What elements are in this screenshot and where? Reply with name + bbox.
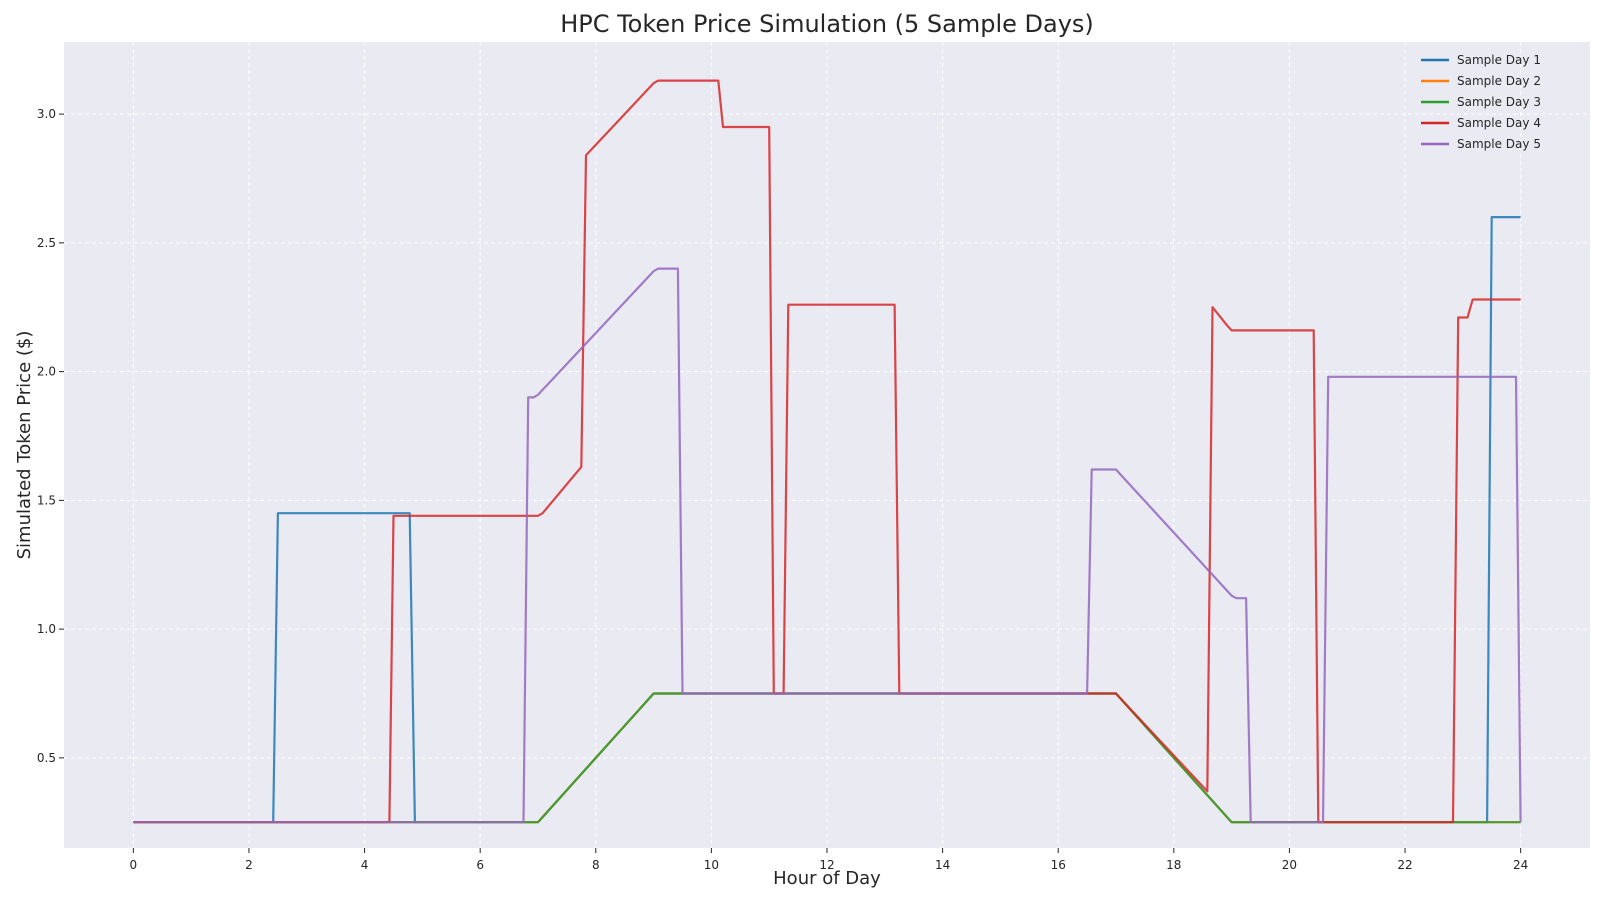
legend-label: Sample Day 4: [1457, 116, 1541, 130]
legend: Sample Day 1 Sample Day 2 Sample Day 3 Samp…: [1421, 53, 1541, 151]
x-tick-label: 24: [1513, 858, 1528, 872]
series-line-day-4: [133, 79, 1521, 824]
legend-label: Sample Day 5: [1457, 137, 1541, 151]
x-axis-ticks: 0 2 4 6 8 10 12 14 16 18 20 22 24: [130, 848, 1528, 872]
x-tick-label: 12: [819, 858, 834, 872]
series-line-day-5: [133, 267, 1522, 824]
y-tick-label: 3.0: [37, 107, 56, 121]
x-tick-label: 8: [592, 858, 600, 872]
x-tick-label: 2: [245, 858, 253, 872]
legend-label: Sample Day 1: [1457, 53, 1541, 67]
x-tick-label: 14: [935, 858, 950, 872]
chart-title: HPC Token Price Simulation (5 Sample Day…: [560, 10, 1094, 38]
legend-label: Sample Day 2: [1457, 74, 1541, 88]
x-tick-label: 0: [130, 858, 138, 872]
y-axis-ticks: 0.5 1.0 1.5 2.0 2.5 3.0: [37, 107, 64, 765]
legend-label: Sample Day 3: [1457, 95, 1541, 109]
x-tick-label: 22: [1397, 858, 1412, 872]
y-tick-label: 0.5: [37, 751, 56, 765]
x-axis-label: Hour of Day: [773, 868, 881, 889]
x-tick-label: 16: [1051, 858, 1066, 872]
x-tick-label: 6: [476, 858, 484, 872]
grid-lines: [64, 42, 1590, 848]
x-tick-label: 4: [361, 858, 369, 872]
y-tick-label: 2.5: [37, 236, 56, 250]
y-axis-label: Simulated Token Price ($): [14, 331, 35, 560]
x-tick-label: 10: [704, 858, 719, 872]
series-lines: [133, 79, 1522, 824]
y-tick-label: 1.0: [37, 622, 56, 636]
y-tick-label: 2.0: [37, 365, 56, 379]
x-tick-label: 20: [1282, 858, 1297, 872]
x-tick-label: 18: [1166, 858, 1181, 872]
y-tick-label: 1.5: [37, 493, 56, 507]
